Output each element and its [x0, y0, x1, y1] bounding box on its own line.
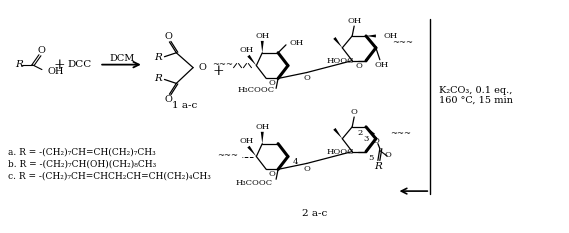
Text: O: O	[351, 108, 357, 116]
Text: R: R	[15, 60, 23, 69]
Text: OH: OH	[255, 32, 269, 40]
Polygon shape	[261, 132, 264, 144]
Text: DCM: DCM	[109, 54, 135, 63]
Text: 2: 2	[357, 129, 362, 137]
Polygon shape	[365, 48, 376, 62]
Text: ~~~: ~~~	[390, 130, 411, 138]
Text: +: +	[54, 58, 65, 72]
Polygon shape	[248, 146, 257, 157]
Text: 4: 4	[293, 158, 298, 166]
Text: HOOC: HOOC	[327, 57, 354, 65]
Polygon shape	[333, 37, 343, 48]
Text: K₂CO₃, 0.1 eq.,: K₂CO₃, 0.1 eq.,	[439, 86, 513, 95]
Text: H₃COOC: H₃COOC	[236, 179, 273, 187]
Text: O: O	[164, 32, 172, 41]
Text: 3: 3	[364, 135, 369, 143]
Text: ~~~: ~~~	[217, 153, 238, 161]
Text: O: O	[269, 79, 275, 87]
Text: O: O	[356, 62, 362, 70]
Text: OH: OH	[347, 17, 361, 25]
Text: HOOC: HOOC	[327, 147, 354, 156]
Text: ~~~: ~~~	[212, 62, 233, 70]
Text: O: O	[385, 151, 391, 158]
Text: OH: OH	[375, 61, 389, 69]
Text: OH: OH	[255, 123, 269, 131]
Polygon shape	[277, 157, 288, 170]
Text: O: O	[303, 165, 310, 173]
Polygon shape	[261, 41, 264, 53]
Text: 1 a-c: 1 a-c	[172, 101, 197, 110]
Text: 5: 5	[368, 154, 373, 161]
Text: O: O	[269, 170, 275, 178]
Text: OH: OH	[48, 67, 64, 76]
Text: R: R	[155, 53, 163, 62]
Text: OH: OH	[240, 137, 254, 145]
Text: R: R	[155, 74, 163, 83]
Text: O: O	[164, 95, 172, 104]
Text: b. R = -(CH₂)₇CH(OH)(CH₂)₈CH₃: b. R = -(CH₂)₇CH(OH)(CH₂)₈CH₃	[9, 159, 156, 168]
Text: H₃COOC: H₃COOC	[238, 86, 275, 94]
Polygon shape	[365, 139, 376, 152]
Text: DCC: DCC	[67, 60, 92, 69]
Polygon shape	[277, 66, 288, 79]
Text: O: O	[37, 46, 45, 55]
Text: R: R	[374, 162, 382, 171]
Text: OH: OH	[384, 32, 398, 40]
Text: 2 a-c: 2 a-c	[302, 209, 327, 218]
Text: OH: OH	[290, 39, 304, 47]
Polygon shape	[366, 34, 376, 38]
Text: ~~~: ~~~	[391, 39, 413, 47]
Text: OH: OH	[240, 46, 254, 54]
Text: c. R = -(CH₂)₇CH=CHCH₂CH=CH(CH₂)₄CH₃: c. R = -(CH₂)₇CH=CHCH₂CH=CH(CH₂)₄CH₃	[9, 171, 211, 180]
Text: O: O	[303, 75, 310, 82]
Text: +: +	[213, 64, 225, 78]
Polygon shape	[366, 127, 375, 136]
Text: a. R = -(CH₂)₇CH=CH(CH₂)₇CH₃: a. R = -(CH₂)₇CH=CH(CH₂)₇CH₃	[9, 148, 156, 157]
Text: O: O	[373, 137, 380, 145]
Polygon shape	[248, 55, 257, 66]
Polygon shape	[333, 128, 343, 139]
Text: O: O	[198, 63, 206, 72]
Text: 160 °C, 15 min: 160 °C, 15 min	[439, 96, 513, 105]
